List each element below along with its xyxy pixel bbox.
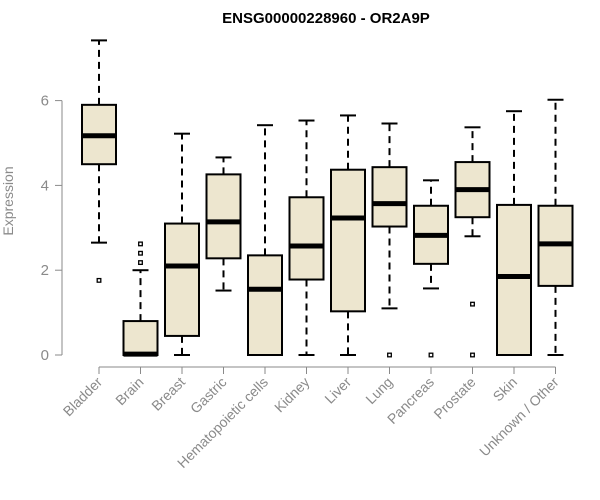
outlier-point bbox=[138, 260, 143, 266]
y-tick-label: 6 bbox=[41, 93, 49, 110]
box-body bbox=[205, 173, 242, 260]
box-body bbox=[288, 196, 325, 281]
outlier-point bbox=[138, 250, 143, 256]
outlier-point bbox=[470, 352, 475, 358]
outlier-point bbox=[470, 301, 475, 307]
box-kidney bbox=[288, 119, 325, 356]
x-tick-label: Kidney bbox=[271, 374, 313, 416]
y-axis-label: Expression bbox=[0, 166, 16, 235]
x-tick-label: Lung bbox=[362, 374, 395, 407]
chart-title: ENSG00000228960 - OR2A9P bbox=[222, 10, 430, 27]
box-bladder bbox=[81, 39, 117, 283]
box-prostate bbox=[454, 126, 491, 358]
x-tick-label: Prostate bbox=[430, 374, 478, 422]
y-tick-label: 2 bbox=[41, 262, 49, 279]
box-hematopoietic-cells bbox=[247, 124, 283, 356]
y-axis: 0 2 4 6 bbox=[41, 93, 63, 364]
x-tick-label: Bladder bbox=[60, 374, 106, 420]
box-lung bbox=[371, 122, 408, 358]
y-tick-label: 4 bbox=[41, 177, 49, 194]
outlier-point bbox=[138, 241, 143, 247]
box-breast bbox=[164, 132, 200, 356]
x-tick-label: Liver bbox=[321, 374, 354, 407]
box-unknown-other bbox=[537, 98, 574, 356]
outlier-point bbox=[428, 352, 434, 358]
y-tick-label: 0 bbox=[41, 347, 49, 364]
box-skin bbox=[496, 110, 532, 356]
box-series bbox=[81, 39, 574, 358]
box-body bbox=[496, 203, 532, 356]
x-tick-label: Brain bbox=[112, 374, 146, 408]
box-body bbox=[371, 166, 408, 228]
box-body bbox=[122, 320, 159, 356]
box-gastric bbox=[205, 156, 242, 292]
outlier-point bbox=[96, 277, 102, 283]
box-liver bbox=[330, 114, 366, 356]
box-brain bbox=[122, 241, 159, 357]
x-tick-label: Skin bbox=[490, 374, 521, 405]
x-tick-label: Unknown / Other bbox=[476, 374, 562, 460]
box-pancreas bbox=[413, 179, 449, 358]
x-tick-label: Breast bbox=[148, 374, 188, 414]
outlier-point bbox=[387, 352, 392, 358]
box-body bbox=[164, 222, 200, 337]
box-body bbox=[247, 254, 283, 356]
box-body bbox=[330, 168, 366, 313]
